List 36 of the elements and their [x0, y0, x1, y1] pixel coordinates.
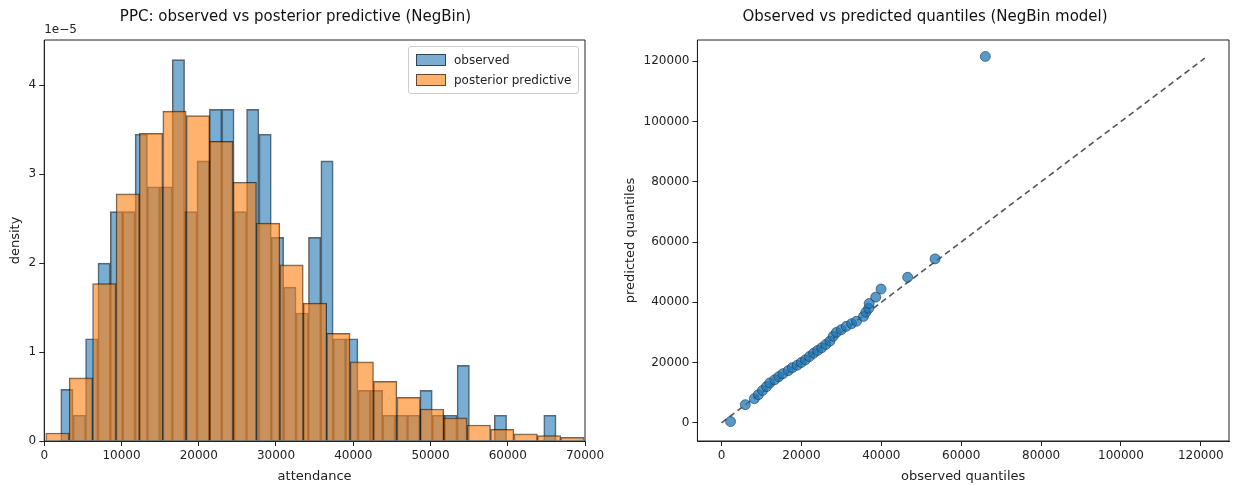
x-axis-title: observed quantiles [901, 467, 1026, 483]
legend-label: observed [454, 52, 510, 69]
y-tick-label: 60000 [651, 234, 690, 249]
x-tick-label: 40000 [334, 448, 373, 463]
y-tick-label: 2 [28, 255, 37, 270]
y-tick-label: 3 [28, 166, 37, 181]
x-tick-label: 30000 [256, 448, 296, 463]
text: 1e−5 [44, 22, 77, 37]
x-tick-label: 120000 [1177, 448, 1224, 463]
x-tick-label: 20000 [782, 448, 821, 463]
x-tick-label: 0 [717, 448, 726, 463]
x-tick-label: 40000 [862, 448, 901, 463]
x-tick-label: 60000 [942, 448, 981, 463]
y-tick-label: 100000 [643, 113, 690, 128]
chart-title: Observed vs predicted quantiles (NegBin model) [742, 6, 1108, 25]
y-tick-label: 20000 [651, 354, 690, 369]
y-tick-label: 40000 [651, 294, 690, 309]
x-tick-label: 0 [40, 448, 49, 463]
y-tick-label: 1 [28, 344, 37, 359]
chart-title: PPC: observed vs posterior predictive (NegBin) [119, 6, 472, 25]
x-tick-label: 50000 [411, 448, 450, 463]
y-axis-title: predicted quantiles [622, 177, 638, 304]
x-tick-label: 100000 [1098, 448, 1144, 463]
y-tick-label: 120000 [643, 53, 690, 68]
x-tick-label: 70000 [565, 448, 605, 463]
x-axis-title: attendance [277, 467, 352, 483]
x-tick-label: 10000 [102, 448, 141, 463]
x-tick-label: 60000 [488, 448, 527, 463]
y-tick-label: 0 [28, 433, 37, 448]
y-tick-label: 4 [28, 77, 37, 92]
y-tick-label: 80000 [651, 173, 690, 188]
y-axis-title: density [7, 216, 23, 265]
y-tick-label: 0 [681, 414, 690, 429]
legend-label: posterior predictive [454, 72, 572, 89]
x-tick-label: 80000 [1021, 448, 1061, 463]
x-tick-label: 20000 [179, 448, 218, 463]
